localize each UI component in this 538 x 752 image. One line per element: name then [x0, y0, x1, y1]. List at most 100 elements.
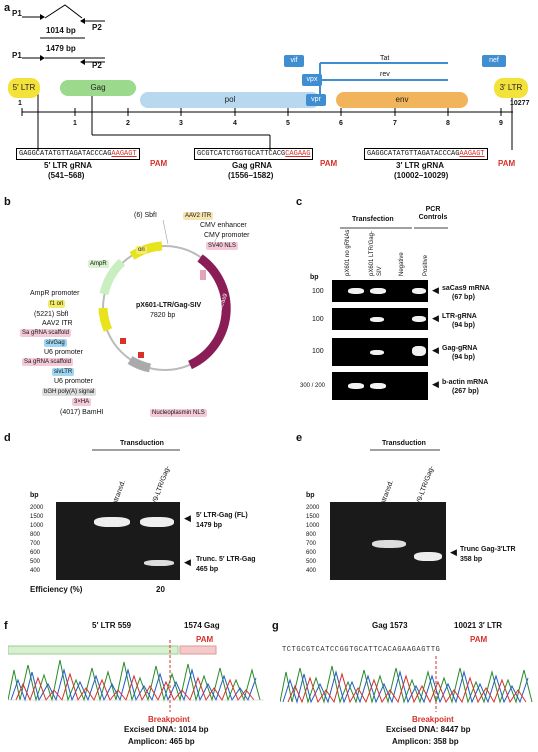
d-efficiency-value: 20 — [156, 585, 165, 594]
gene-tat: Tat — [380, 55, 390, 62]
c-arrow-2: ◀ — [432, 313, 439, 323]
panel-label-e: e — [296, 432, 303, 444]
f-pam: PAM — [196, 635, 214, 644]
c-arrow-4: ◀ — [432, 379, 439, 389]
gene-rev: rev — [380, 71, 390, 78]
c-marker-1: 100 — [312, 288, 324, 295]
f-amplicon: Amplicon: 465 bp — [128, 737, 195, 746]
gene-nef: nef — [482, 55, 506, 67]
f-excised: Excised DNA: 1014 bp — [124, 725, 209, 734]
genome-map-lines — [21, 4, 513, 150]
c-row-1-label: saCas9 mRNA — [442, 285, 490, 292]
c-gel-gag — [332, 338, 428, 366]
label-u6-promoter-1: U6 promoter — [44, 349, 83, 356]
c-arrow-3: ◀ — [432, 345, 439, 355]
gene-vpr: vpr — [306, 94, 326, 106]
label-aav2itr-top: AAV2 ITR — [183, 212, 214, 220]
pam-label-1: PAM — [150, 159, 168, 168]
c-row-2-size: (94 bp) — [452, 322, 475, 329]
label-sivgag: sivGag — [44, 339, 67, 347]
grna-3ltr-seq: GAGGCATATGTTAGATACCCAGAAGAGT — [364, 148, 488, 160]
d-arrow-1: ◀ — [184, 513, 191, 523]
c-row-1-size: (67 bp) — [452, 294, 475, 301]
f-breakpoint: Breakpoint — [148, 715, 190, 724]
grna-gag-seq: GCGTCATCTGGTGCATTCACGCAGAAG — [194, 148, 314, 160]
c-gel-ltr — [332, 308, 428, 330]
grna-5ltr-name: 5′ LTR gRNA — [44, 161, 92, 170]
c-marker-2: 100 — [312, 316, 324, 323]
d-gel — [56, 502, 180, 580]
g-right-label: 10021 3′ LTR — [454, 621, 503, 630]
panel-label-f: f — [4, 620, 8, 632]
primer-p1-label-2: P1 — [12, 51, 22, 60]
g-breakpoint: Breakpoint — [412, 715, 454, 724]
e-band-size: 358 bp — [460, 556, 483, 563]
label-ampr-promoter: AmpR promoter — [30, 290, 80, 297]
label-sa-scaffold-2: Sa gRNA scaffold — [22, 358, 73, 366]
label-cmv-promoter: CMV promoter — [204, 232, 250, 239]
c-header-pcr: PCR Controls — [418, 206, 448, 221]
amplicon-1014-label: 1014 bp — [46, 26, 76, 35]
pam-label-2: PAM — [320, 159, 338, 168]
primer-p2-label-2: P2 — [92, 61, 102, 70]
d-arrow-2: ◀ — [184, 557, 191, 567]
f-right-label: 1574 Gag — [184, 621, 220, 630]
c-bp: bp — [310, 274, 319, 281]
primer-p2-label: P2 — [92, 23, 102, 32]
scale-1a: 1 — [18, 100, 22, 107]
plasmid-title: pX601-LTR/Gag-SIV — [136, 302, 202, 309]
label-bgh: bGH poly(A) signal — [42, 388, 97, 396]
label-3xha: 3×HA — [72, 398, 92, 406]
panel-label-b: b — [4, 196, 11, 208]
f-left-label: 5′ LTR 559 — [92, 621, 132, 630]
label-ampr: AmpR — [88, 260, 109, 268]
grna-5ltr-range: (541–568) — [48, 171, 85, 180]
d-band-2-size: 465 bp — [196, 566, 219, 573]
c-row-2-label: LTR-gRNA — [442, 313, 477, 320]
c-gel-actin — [332, 372, 428, 400]
d-band-1: 5′ LTR-Gag (FL) — [196, 512, 248, 519]
pam-label-3: PAM — [498, 159, 516, 168]
g-chromatogram — [280, 656, 533, 712]
scale-2: 2 — [126, 120, 130, 127]
amplicon-1479-label: 1479 bp — [46, 44, 76, 53]
scale-1: 1 — [73, 120, 77, 127]
scale-8: 8 — [446, 120, 450, 127]
grna-5ltr-seq: GAGGCATATGTTAGATACCCAGAAGAGT — [16, 148, 140, 160]
e-bp: bp — [306, 492, 315, 499]
primer-p1-label: P1 — [12, 9, 22, 18]
scale-10277: 10277 — [510, 100, 530, 107]
panel-label-g: g — [272, 620, 279, 632]
c-arrow-1: ◀ — [432, 285, 439, 295]
gene-5ltr: 5′ LTR — [8, 78, 40, 98]
e-arrow: ◀ — [450, 547, 457, 557]
grna-3ltr-range: (10002–10029) — [394, 171, 449, 180]
gene-pol: pol — [140, 92, 320, 108]
label-sivltr: sivLTR — [52, 368, 75, 376]
d-band-2: Trunc. 5′ LTR-Gag — [196, 556, 256, 563]
d-efficiency-label: Efficiency (%) — [30, 585, 83, 594]
c-gel-sacas9 — [332, 280, 428, 302]
d-bp: bp — [30, 492, 39, 499]
c-marker-3: 100 — [312, 348, 324, 355]
gene-env: env — [336, 92, 468, 108]
d-band-1-size: 1479 bp — [196, 522, 223, 529]
panel-label-a: a — [4, 2, 11, 14]
c-marker-4: 300 / 200 — [300, 383, 326, 389]
c-row-3-label: Gag-gRNA — [442, 345, 478, 352]
label-f1-ori: f1 ori — [48, 300, 66, 308]
gene-vpx: vpx — [302, 74, 322, 86]
label-sa-scaffold-1: Sa gRNA scaffold — [20, 329, 71, 337]
d-markers: 2000 1500 1000 800 700 600 500 400 — [30, 505, 44, 574]
g-left-label: Gag 1573 — [372, 621, 408, 630]
grna-3ltr-name: 3′ LTR gRNA — [396, 161, 444, 170]
f-chromatogram — [8, 640, 264, 712]
label-aav2itr-left: AAV2 ITR — [42, 320, 73, 327]
label-nucleoplasmin-nls: Nucleoplasmin NLS — [150, 409, 207, 417]
label-cmv-enhancer: CMV enhancer — [200, 222, 247, 229]
scale-6: 6 — [339, 120, 343, 127]
label-sbfi-left: (5221) SbfI — [34, 311, 69, 318]
panel-label-c: c — [296, 196, 303, 208]
g-sequence: TCTGCGTCATCCGGTGCATTCACAGAAGAGTTG — [282, 646, 441, 654]
